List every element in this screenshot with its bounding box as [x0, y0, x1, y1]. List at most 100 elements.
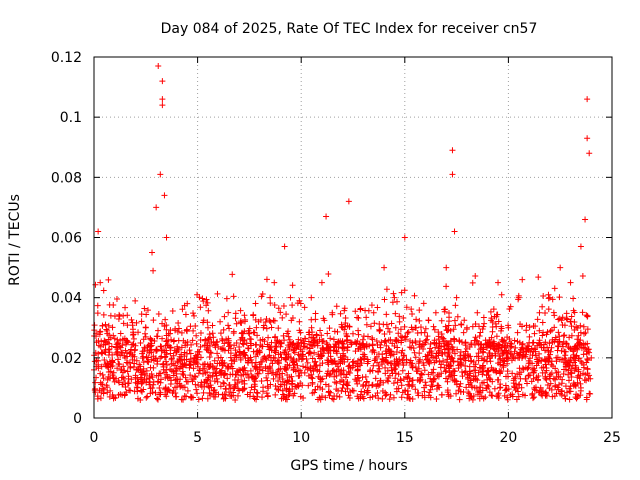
data-point: [410, 345, 417, 352]
data-point: [382, 337, 389, 344]
data-point: [346, 370, 353, 377]
data-point: [514, 338, 521, 345]
data-point: [331, 357, 338, 364]
data-point: [373, 338, 380, 345]
data-point: [224, 375, 231, 382]
data-point: [527, 348, 534, 355]
data-point: [561, 393, 568, 400]
data-point: [473, 385, 480, 392]
data-point: [547, 328, 554, 335]
data-point: [292, 383, 299, 390]
data-point: [433, 341, 440, 348]
data-point: [451, 350, 458, 357]
data-point: [330, 396, 337, 403]
data-point: [210, 369, 217, 376]
data-point: [325, 383, 332, 390]
data-point: [458, 368, 465, 375]
data-point: [577, 387, 584, 394]
data-point: [133, 319, 140, 326]
data-point: [494, 342, 501, 349]
y-axis-label: ROTI / TECUs: [7, 194, 23, 286]
data-point: [374, 304, 381, 311]
data-point: [422, 339, 429, 346]
data-point: [399, 347, 406, 354]
data-point: [300, 363, 307, 370]
data-point: [573, 345, 580, 352]
data-point: [210, 339, 217, 346]
data-point: [179, 360, 186, 367]
data-point: [486, 389, 493, 396]
data-point: [429, 354, 436, 361]
data-point: [106, 301, 113, 308]
data-point: [484, 367, 491, 374]
data-point: [404, 374, 411, 381]
data-point: [425, 371, 432, 378]
data-point: [226, 381, 233, 388]
data-point: [204, 324, 211, 331]
data-point: [394, 298, 401, 305]
data-point: [190, 310, 197, 317]
data-point: [240, 351, 247, 358]
data-point: [563, 310, 570, 317]
data-point: [137, 367, 144, 374]
data-point: [436, 347, 443, 354]
data-point: [221, 380, 228, 387]
data-point: [151, 338, 158, 345]
data-point: [175, 325, 182, 332]
data-point: [495, 346, 502, 353]
data-point: [555, 316, 562, 323]
data-point: [158, 347, 165, 354]
data-point: [516, 351, 523, 358]
data-point: [125, 380, 132, 387]
data-point: [99, 381, 106, 388]
data-point: [423, 336, 430, 343]
data-point: [263, 374, 270, 381]
data-point: [284, 361, 291, 368]
data-point: [285, 342, 292, 349]
data-point: [220, 379, 227, 386]
data-point: [162, 316, 169, 323]
data-point: [438, 391, 445, 398]
data-point: [102, 321, 109, 328]
data-point: [458, 321, 465, 328]
data-point: [382, 357, 389, 364]
data-point: [393, 336, 400, 343]
data-point: [146, 347, 153, 354]
data-point: [268, 370, 275, 377]
data-point: [355, 374, 362, 381]
data-point: [529, 366, 536, 373]
data-point: [479, 325, 486, 332]
data-point: [121, 392, 128, 399]
data-point: [232, 347, 239, 354]
data-point: [281, 349, 288, 356]
data-point: [568, 313, 575, 320]
data-point: [184, 387, 191, 394]
data-point: [422, 353, 429, 360]
data-point: [452, 322, 459, 329]
data-point: [220, 372, 227, 379]
data-point: [539, 388, 546, 395]
data-point: [202, 369, 209, 376]
data-point: [122, 304, 129, 311]
data-point: [397, 326, 404, 333]
data-point: [167, 366, 174, 373]
data-point: [178, 356, 185, 363]
data-point: [239, 335, 246, 342]
data-point: [414, 368, 421, 375]
data-point: [493, 393, 500, 400]
data-point: [241, 312, 248, 319]
data-point: [214, 378, 221, 385]
data-point: [252, 374, 259, 381]
data-point: [457, 356, 464, 363]
data-point: [533, 356, 540, 363]
data-point: [504, 368, 511, 375]
data-point: [323, 339, 330, 346]
data-point: [571, 327, 578, 334]
data-point: [374, 389, 381, 396]
data-point: [411, 292, 418, 299]
data-point: [546, 294, 553, 301]
data-point: [268, 347, 275, 354]
data-point: [91, 322, 98, 329]
data-point: [239, 387, 246, 394]
data-point: [236, 366, 243, 373]
